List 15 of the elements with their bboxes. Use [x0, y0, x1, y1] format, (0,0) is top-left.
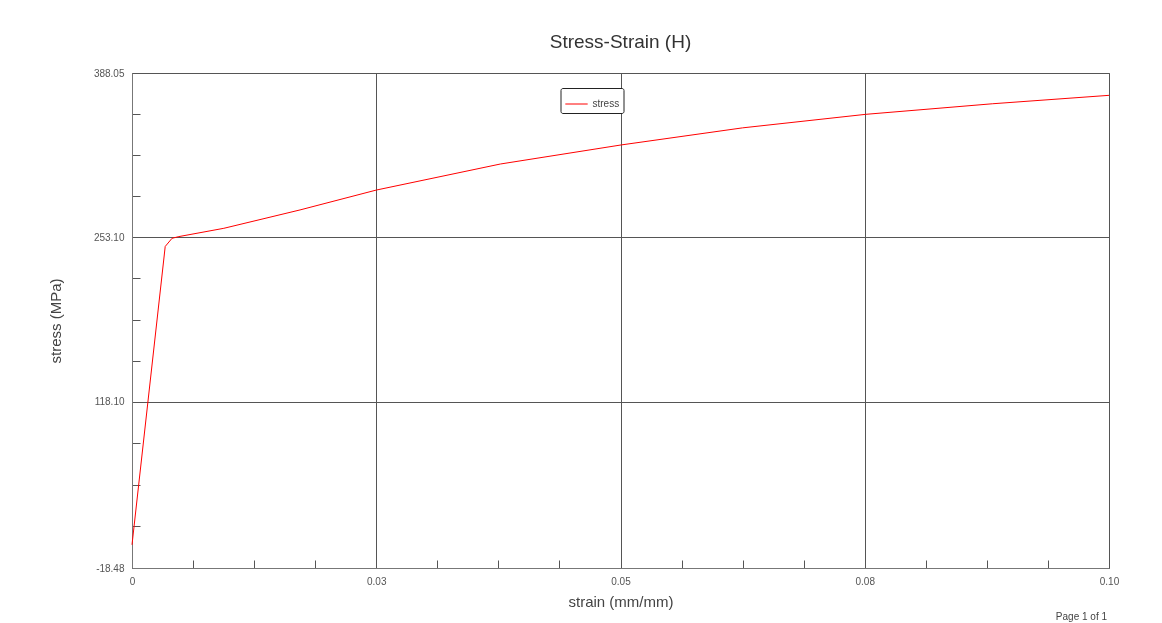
x-tick-label: 0.08 [855, 575, 876, 587]
y-tick-label: 388.05 [93, 67, 125, 79]
x-tick-label: 0.05 [611, 575, 632, 587]
y-tick-label: 118.10 [94, 396, 125, 408]
line-series [131, 94, 1110, 546]
x-tick-label: 0.10 [1099, 575, 1120, 587]
x-tick-label: 0.03 [367, 575, 387, 587]
y-tick-label: -18.48 [96, 562, 125, 574]
x-axis-title: strain (mm/mm) [568, 592, 674, 610]
y-tick-label: 253.10 [93, 231, 125, 243]
legend-label: stress [592, 98, 620, 109]
y-axis-title: stress (MPa) [46, 278, 64, 364]
x-tick-label: 0 [129, 575, 136, 587]
text: Page 1 of 1 [1055, 611, 1107, 622]
chart-title: Stress-Strain (H) [549, 31, 692, 52]
